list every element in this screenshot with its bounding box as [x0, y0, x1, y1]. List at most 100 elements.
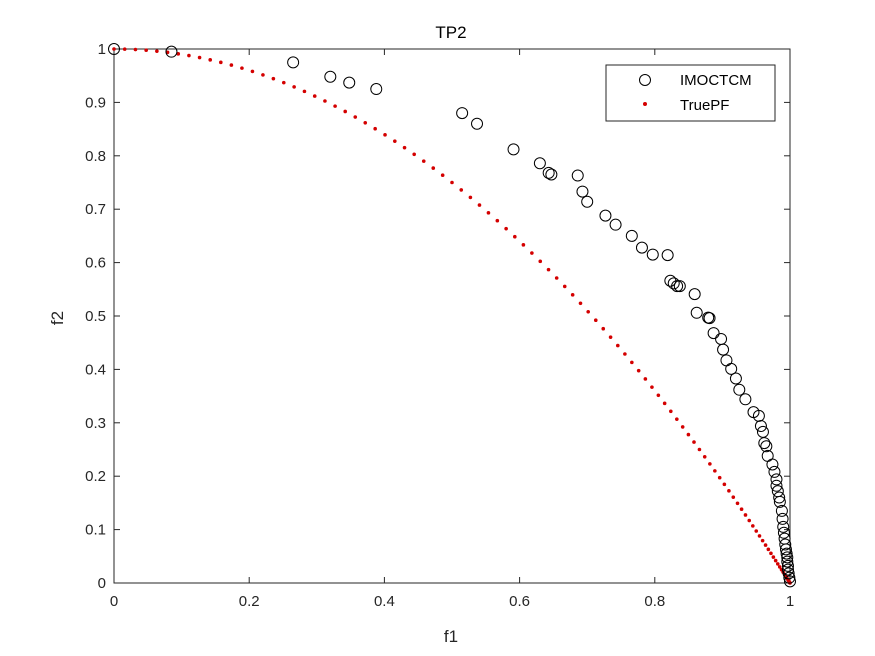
truepf-point	[722, 482, 727, 487]
y-tick-label: 0.3	[85, 415, 106, 432]
imoctcm-point	[646, 248, 659, 261]
imoctcm-point	[688, 288, 701, 301]
imoctcm-point	[733, 383, 746, 396]
truepf-point	[743, 513, 748, 517]
imoctcm-point	[471, 117, 484, 130]
x-tick-label: 1	[786, 593, 794, 610]
truepf-point	[630, 360, 634, 365]
truepf-point	[343, 109, 348, 114]
truepf-point	[504, 226, 508, 231]
y-axis-ticks: 0 0.1 0.2 0.3 0.4 0.5 0.6 0.7 0.8 0.9 1	[85, 41, 790, 592]
truepf-point	[412, 152, 416, 157]
truepf-point	[373, 126, 377, 131]
truepf-point	[477, 203, 482, 207]
truepf-point	[636, 368, 641, 373]
imoctcm-point	[576, 185, 589, 198]
imoctcm-point	[343, 76, 356, 89]
truepf-point	[261, 73, 265, 77]
truepf-point	[530, 251, 534, 255]
y-tick-label: 0.6	[85, 255, 106, 272]
truepf-point	[271, 76, 276, 81]
truepf-point	[760, 538, 765, 543]
x-axis-label: f1	[444, 627, 458, 646]
imoctcm-point	[775, 504, 788, 517]
imoctcm-point	[782, 567, 795, 580]
truepf-point	[323, 99, 327, 103]
truepf-point	[731, 495, 736, 499]
truepf-point	[431, 166, 436, 170]
truepf-point	[702, 454, 707, 459]
imoctcm-point	[779, 538, 792, 551]
x-tick-label: 0.4	[374, 593, 395, 610]
truepf-point	[601, 326, 606, 331]
series-imoctcm	[108, 43, 796, 588]
y-tick-label: 0.4	[85, 361, 106, 378]
truepf-point	[219, 60, 223, 65]
truepf-point	[383, 133, 387, 137]
truepf-point	[363, 120, 368, 125]
truepf-point	[692, 440, 696, 444]
imoctcm-point	[780, 547, 793, 560]
truepf-point	[229, 63, 234, 67]
truepf-point	[777, 565, 782, 569]
y-tick-label: 0.9	[85, 94, 106, 111]
truepf-point	[292, 85, 296, 89]
imoctcm-point	[533, 157, 546, 170]
imoctcm-point	[661, 249, 674, 262]
imoctcm-point	[545, 168, 558, 181]
imoctcm-point	[571, 169, 584, 182]
imoctcm-point	[625, 229, 638, 242]
imoctcm-point	[779, 543, 792, 556]
truepf-point	[250, 69, 255, 74]
y-tick-label: 0	[98, 575, 106, 592]
imoctcm-point	[703, 312, 716, 325]
imoctcm-point	[754, 420, 767, 433]
truepf-point	[680, 425, 685, 429]
truepf-point	[615, 343, 620, 348]
imoctcm-point	[773, 491, 786, 504]
truepf-point	[643, 377, 648, 381]
imoctcm-point	[729, 372, 742, 385]
truepf-point	[554, 276, 559, 280]
y-tick-label: 0.1	[85, 522, 106, 539]
y-tick-label: 0.5	[85, 308, 106, 325]
imoctcm-point	[777, 520, 790, 533]
truepf-point	[650, 385, 654, 389]
truepf-point	[562, 284, 567, 289]
imoctcm-point	[507, 143, 520, 156]
truepf-point	[187, 53, 191, 58]
imoctcm-point	[456, 107, 469, 120]
imoctcm-point	[690, 306, 703, 319]
truepf-point	[281, 80, 286, 85]
legend-box	[605, 64, 776, 122]
truepf-point	[697, 447, 702, 452]
x-tick-label: 0.2	[239, 593, 260, 610]
legend-marker-truepf	[643, 102, 647, 106]
truepf-point	[538, 259, 543, 264]
truepf-point	[735, 501, 740, 506]
truepf-point	[662, 401, 667, 406]
imoctcm-point	[671, 280, 684, 293]
legend-label-truepf: TruePF	[680, 97, 729, 114]
truepf-point	[208, 58, 213, 62]
truepf-point	[486, 211, 491, 215]
truepf-point	[333, 104, 337, 108]
imoctcm-point	[783, 571, 796, 584]
truepf-point	[133, 47, 138, 52]
chart-title: TP2	[435, 23, 466, 42]
truepf-point	[578, 301, 583, 306]
imoctcm-point	[758, 437, 771, 450]
x-tick-label: 0	[110, 593, 118, 610]
imoctcm-point	[581, 195, 594, 208]
truepf-point	[656, 393, 661, 398]
series-truepf	[112, 47, 792, 585]
imoctcm-point	[777, 526, 790, 539]
truepf-point	[766, 547, 771, 552]
y-tick-label: 0.7	[85, 201, 106, 218]
imoctcm-point	[609, 218, 622, 231]
truepf-point	[521, 243, 526, 247]
truepf-point	[176, 52, 181, 56]
imoctcm-point	[781, 555, 794, 568]
legend: IMOCTCM TruePF	[605, 64, 776, 122]
imoctcm-point	[781, 551, 794, 564]
